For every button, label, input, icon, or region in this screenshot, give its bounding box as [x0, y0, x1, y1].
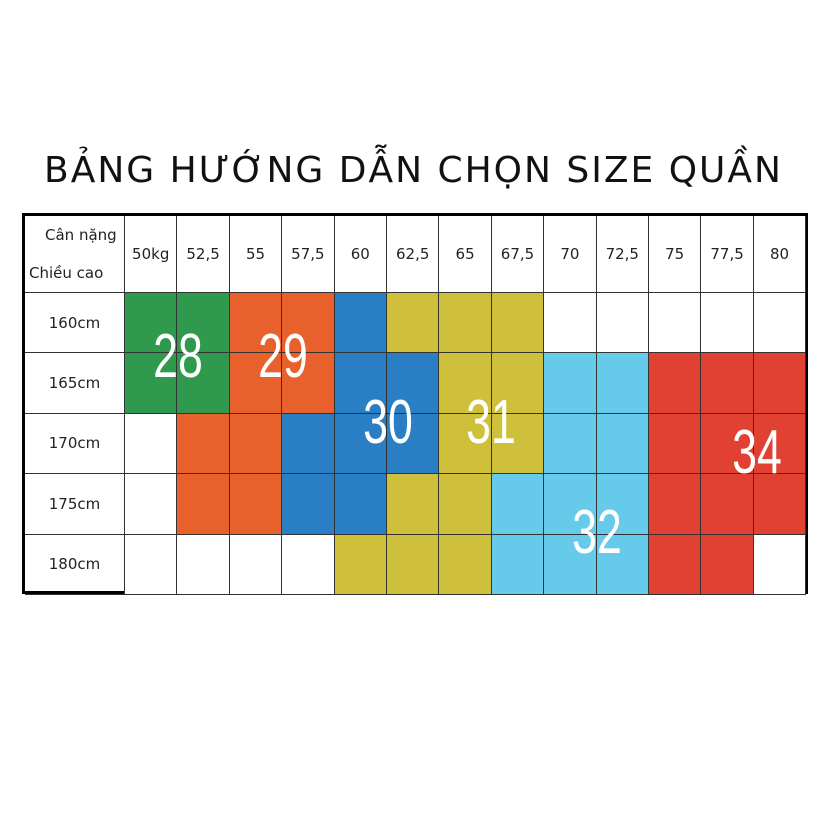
size-cell-31: [387, 534, 440, 595]
weight-header: 60: [334, 216, 387, 293]
size-cell-32: [544, 353, 597, 414]
size-cell-29: [229, 474, 283, 535]
size-cell-31: [491, 353, 545, 414]
size-label-32: 32: [572, 498, 622, 567]
weight-header: 52,5: [177, 216, 230, 293]
size-label-29: 29: [258, 322, 308, 391]
size-cell-30: [387, 413, 440, 475]
empty-cell: [177, 534, 230, 595]
weight-header: 72,5: [596, 216, 649, 293]
weight-header: 55: [229, 216, 283, 293]
size-cell-29: [229, 353, 283, 414]
size-cell-32: [596, 413, 649, 475]
size-cell-29: [177, 474, 230, 535]
empty-cell: [753, 293, 807, 354]
size-cell-31: [439, 353, 492, 414]
size-cell-34: [701, 534, 754, 595]
size-cell-32: [596, 353, 649, 414]
weight-header: 67,5: [491, 216, 545, 293]
size-cell-34: [753, 353, 807, 414]
size-cell-30: [282, 413, 335, 475]
size-cell-31: [491, 413, 545, 475]
size-cell-28: [125, 293, 178, 354]
empty-cell: [125, 413, 178, 475]
size-cell-34: [649, 413, 702, 475]
weight-header: 62,5: [387, 216, 440, 293]
empty-cell: [753, 534, 807, 595]
size-cell-32: [544, 474, 597, 535]
size-cell-31: [491, 293, 545, 354]
size-cell-32: [491, 534, 545, 595]
size-cell-34: [649, 353, 702, 414]
weight-header: 77,5: [701, 216, 754, 293]
size-cell-32: [491, 474, 545, 535]
size-cell-32: [596, 474, 649, 535]
empty-cell: [544, 293, 597, 354]
size-cell-34: [649, 474, 702, 535]
weight-header: 80: [753, 216, 807, 293]
height-row-label: 160cm: [25, 293, 125, 354]
weight-header: 65: [439, 216, 492, 293]
size-label-28: 28: [153, 322, 203, 391]
size-cell-30: [334, 353, 387, 414]
height-row-label: 170cm: [25, 413, 125, 475]
size-cell-31: [439, 474, 492, 535]
size-cell-34: [649, 534, 702, 595]
empty-cell: [125, 534, 178, 595]
empty-cell: [229, 534, 283, 595]
size-cell-30: [334, 293, 387, 354]
size-cell-34: [701, 474, 754, 535]
size-cell-28: [177, 293, 230, 354]
weight-header: 50kg: [125, 216, 178, 293]
size-cell-28: [125, 353, 178, 414]
size-label-31: 31: [466, 388, 516, 457]
height-row-label: 175cm: [25, 474, 125, 535]
size-cell-30: [334, 413, 387, 475]
page-title: BẢNG HƯỚNG DẪN CHỌN SIZE QUẦN: [44, 150, 783, 191]
size-cell-34: [701, 353, 754, 414]
size-chart-table: Cân nặng Chiều cao 50kg 52,5 55 57,5 60 62,5 6…: [22, 213, 808, 595]
size-cell-30: [334, 474, 387, 535]
height-row-label: 180cm: [25, 534, 125, 595]
size-cell-32: [596, 534, 649, 595]
size-cell-31: [387, 293, 440, 354]
size-cell-31: [334, 534, 387, 595]
size-cell-32: [544, 413, 597, 475]
size-cell-31: [387, 474, 440, 535]
weight-header: 70: [544, 216, 597, 293]
size-cell-30: [387, 353, 440, 414]
size-cell-31: [439, 293, 492, 354]
empty-cell: [701, 293, 754, 354]
empty-cell: [596, 293, 649, 354]
weight-header: 75: [649, 216, 702, 293]
size-cell-28: [177, 353, 230, 414]
size-cell-34: [753, 474, 807, 535]
size-cell-34: [753, 413, 807, 475]
size-cell-31: [439, 413, 492, 475]
size-cell-30: [282, 474, 335, 535]
empty-cell: [125, 474, 178, 535]
empty-cell: [649, 293, 702, 354]
size-cell-31: [439, 534, 492, 595]
size-cell-34: [701, 413, 754, 475]
size-cell-29: [229, 413, 283, 475]
corner-cell: [25, 216, 125, 293]
height-axis-label: Chiều cao: [29, 264, 104, 282]
size-label-34: 34: [732, 418, 782, 487]
weight-header: 57,5: [282, 216, 335, 293]
size-label-30: 30: [363, 388, 413, 457]
weight-axis-label: Cân nặng: [45, 226, 117, 244]
empty-cell: [282, 534, 335, 595]
size-cell-29: [282, 353, 335, 414]
size-cell-29: [229, 293, 283, 354]
size-cell-29: [282, 293, 335, 354]
size-cell-29: [177, 413, 230, 475]
size-cell-32: [544, 534, 597, 595]
height-row-label: 165cm: [25, 353, 125, 414]
